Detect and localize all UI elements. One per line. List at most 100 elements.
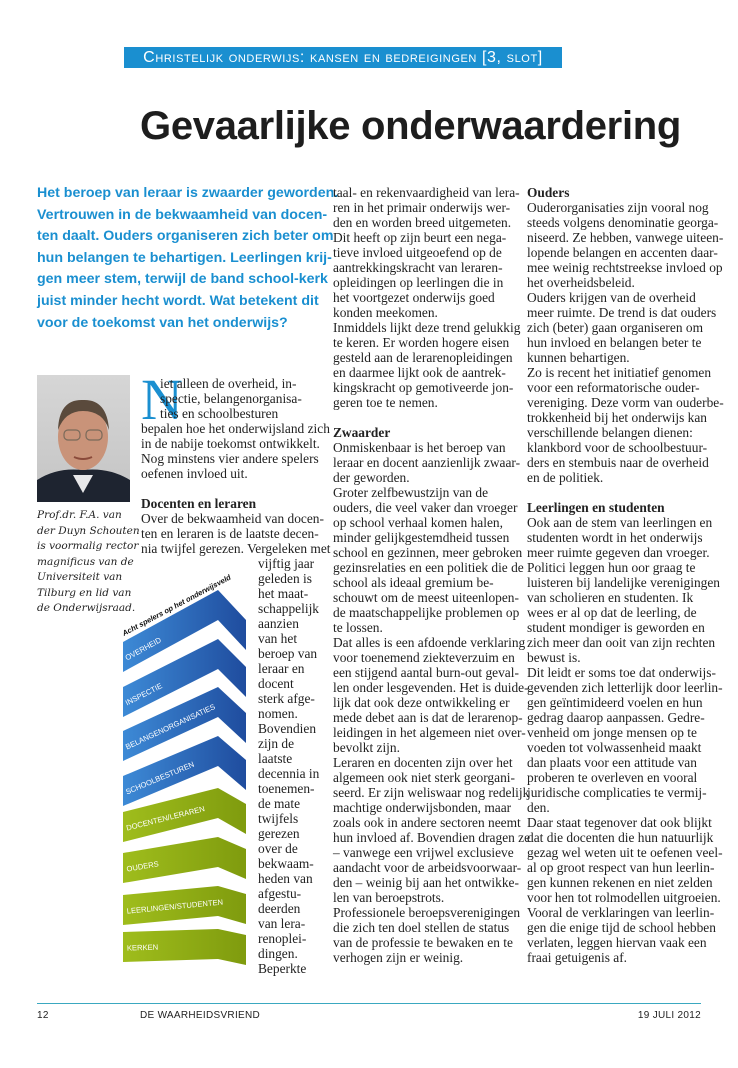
text-line: bevolkt zijn. [333, 740, 400, 755]
text-line: voeden tot volwassenheid maakt [527, 740, 702, 755]
text-line: al op groot respect van hun leerlin- [527, 860, 715, 875]
text-line: heden van [258, 871, 313, 886]
issue-date: 19 JULI 2012 [637, 1010, 701, 1021]
text-line: den – weinig bij aan het ontwikke- [333, 875, 519, 890]
text-line: Ouderorganisaties zijn vooral nog [527, 200, 709, 215]
text-line: zich (beter) gaan organiseren om [527, 320, 703, 335]
text-line: der geworden. [333, 470, 410, 485]
text-line: decennia in [258, 766, 320, 781]
text-line: een stijgend aantal burn-out geval- [333, 665, 519, 680]
text-line: Prof.dr. F.A. van [37, 509, 122, 521]
text-line: Vooral de verklaringen van leerlin- [527, 905, 715, 920]
text-line: van scholieren en studenten. Ik [527, 590, 694, 605]
text-line: vijftig jaar [258, 556, 315, 571]
text-line: vereniging. Deze vorm van ouderbe- [527, 395, 724, 410]
player-band [123, 929, 246, 965]
player-band [123, 639, 246, 717]
text-line: van het [258, 631, 298, 646]
text-line: juist minder hecht wordt. Wat betekent d… [37, 292, 319, 309]
text-line: aanzien [258, 616, 299, 631]
text-line [333, 410, 530, 425]
text-line: die zich ten doel stellen de status [333, 920, 510, 935]
text-line: het maat- [258, 586, 309, 601]
column-1-top: iet alleen de overheid, in-spectie, bela… [141, 376, 331, 556]
text-line: meer ruimte. De trend is dat ouders [527, 305, 717, 320]
player-band [123, 886, 246, 925]
text-line: schappelijk [258, 601, 319, 616]
footer-rule [37, 1003, 701, 1004]
text-line: voor hen tot rolmodellen uitgroeien. [527, 890, 721, 905]
text-line: len onder lesgevenden. Het is duide- [333, 680, 529, 695]
text-line: gezag wel weten uit te oefenen veel- [527, 845, 723, 860]
text-line: verlaten, leggen hiervan vaak een [527, 935, 707, 950]
text-line: voor toenemend ziekteverzuim en [333, 650, 515, 665]
text-line: opleidingen op leerlingen die in [333, 275, 504, 290]
text-line: Daar staat tegenover dat ook blijkt [527, 815, 712, 830]
author-photo [37, 375, 130, 502]
text-line: fraai getuigenis af. [527, 950, 628, 965]
column-1-narrow: vijftig jaar geleden is het maat-schappeli… [258, 556, 319, 976]
text-line: Ook aan de stem van leerlingen en [527, 515, 713, 530]
section-heading: Docenten en leraren [141, 496, 257, 511]
page-number: 12 [37, 1010, 49, 1021]
photo-caption: Prof.dr. F.A. van der Duyn Schouten is voo… [37, 508, 140, 617]
text-line: Inmiddels lijkt deze trend gelukkig [333, 320, 521, 335]
text-line: student mondiger is geworden en [527, 620, 705, 635]
text-line: het overheidsbeleid. [527, 275, 635, 290]
text-line: ties en schoolbesturen [160, 406, 279, 421]
text-line: de Onderwijsraad. [37, 602, 136, 614]
text-line: de maatschappelijke problemen op [333, 605, 520, 620]
player-band [123, 736, 246, 806]
text-line: wees er al op dat de leerling, de [527, 605, 697, 620]
text-line: voor een reformatorische ouder- [527, 380, 700, 395]
text-line: tieve invloed uitgeoefend op de [333, 245, 502, 260]
text-line: hun invloed af. Bovendien dragen ze [333, 830, 531, 845]
player-band [123, 687, 246, 761]
text-line: gedrag daarop aanpassen. Gedre- [527, 710, 705, 725]
text-line: Dat alles is een afdoende verklaring [333, 635, 526, 650]
text-line: bekwaam- [258, 856, 314, 871]
text-line: Vertrouwen in de bekwaamheid van docen- [37, 206, 328, 223]
section-heading: Leerlingen en studenten [527, 500, 665, 515]
player-band [123, 837, 246, 883]
text-line: leraar en docent aanzienlijk zwaar- [333, 455, 521, 470]
text-line: ders en stembuis naar de overheid [527, 455, 709, 470]
player-band [123, 590, 246, 672]
text-line [141, 481, 331, 496]
text-line: Leraren en docenten zijn over het [333, 755, 513, 770]
text-line: in de nabije toekomst ontwikkelt. [141, 436, 320, 451]
text-line: Over de bekwaamheid van docen- [141, 511, 324, 526]
text-line: studenten wordt in het onderwijs [527, 530, 703, 545]
text-line: oefenen invloed uit. [141, 466, 248, 481]
text-line: ren in het primair onderwijs wer- [333, 200, 511, 215]
text-line: gen meer stem, terwijl de band school-ke… [37, 271, 328, 288]
text-line: dan plaats voor een attitude van [527, 755, 697, 770]
player-band [123, 788, 246, 842]
text-line: nia twijfel gerezen. Vergeleken met [141, 541, 331, 556]
text-line: verschillende belangen dienen: [527, 425, 693, 440]
text-line: hun invloed en belangen beter te [527, 335, 702, 350]
text-line: meer ruimte gegeven dan vroeger. [527, 545, 710, 560]
text-line: schouwt om de meest uiteenlopen- [333, 590, 519, 605]
text-line: seerd. Er zijn weliswaar nog redelijk [333, 785, 530, 800]
text-line: der Duyn Schouten [37, 524, 140, 537]
section-kicker: Christelijk onderwijs: kansen en bedreig… [124, 47, 562, 68]
text-line: Het beroep van leraar is zwaarder geword… [37, 185, 339, 201]
text-line: laatste [258, 751, 293, 766]
text-line: – vanwege een vrijwel exclusieve [333, 845, 514, 860]
text-line: geleden is [258, 571, 312, 586]
section-heading: Zwaarder [333, 425, 391, 440]
text-line: gezinsrelaties en een politiek die de [333, 560, 524, 575]
text-line: den en worden breed uitgemeten. [333, 215, 512, 230]
text-line: nomen. [258, 706, 298, 721]
publication-name: DE WAARHEIDSVRIEND [140, 1010, 261, 1021]
text-line: Onmiskenbaar is het beroep van [333, 440, 506, 455]
text-line: gen die enige tijd de school hebben [527, 920, 716, 935]
text-line: iet alleen de overheid, in- [160, 376, 297, 391]
text-line: bepalen hoe het onderwijsland zich [141, 421, 330, 436]
text-line: aantrekkingskracht van leraren- [333, 260, 503, 275]
text-line: algemeen ook niet sterk georgani- [333, 770, 515, 785]
column-3: Ouders Ouderorganisaties zijn vooral nog s… [527, 185, 724, 965]
text-line: Politici leggen hun oor graag te [527, 560, 696, 575]
text-line: zich meer dan ooit van zijn rechten [527, 635, 716, 650]
